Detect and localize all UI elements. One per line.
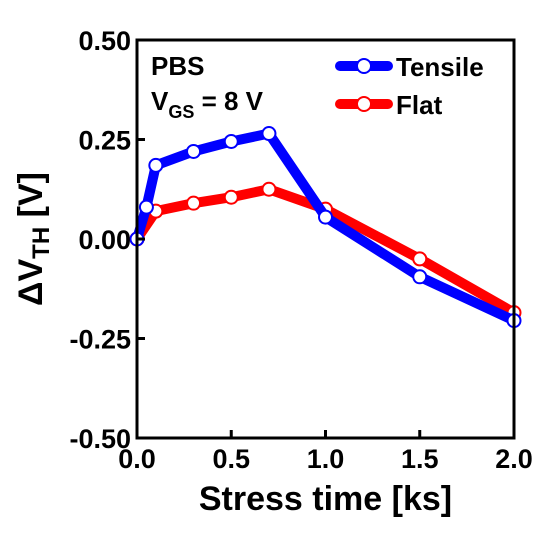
y-tick-label: 0.50 — [78, 26, 131, 56]
condition-annotation: PBS VGS = 8 V — [151, 51, 264, 122]
x-axis-title: Stress time [ks] — [199, 480, 452, 518]
annotation-line-2: VGS = 8 V — [151, 86, 264, 122]
x-tick-label: 1.5 — [401, 444, 439, 474]
y-axis-title-unit: [V] — [12, 172, 50, 227]
data-point-tensile — [412, 269, 428, 285]
y-tick-label: -0.25 — [69, 325, 131, 355]
y-axis-title-main: ΔV — [12, 259, 50, 306]
legend-label-tensile: Tensile — [396, 52, 484, 82]
annotation-vgs-main: V — [151, 86, 169, 116]
legend-marker-flat — [356, 96, 372, 112]
data-point-tensile — [223, 133, 239, 149]
x-tick-label: 1.0 — [307, 444, 345, 474]
legend-marker-tensile — [356, 58, 372, 74]
data-point-tensile — [186, 143, 202, 159]
series-line-tensile — [132, 128, 519, 326]
x-tick-label: 0.0 — [118, 444, 156, 474]
data-point-flat — [186, 195, 202, 211]
data-point-flat — [412, 251, 428, 267]
axis-ticks: 0.0 0.5 1.0 1.5 2.0 -0.50 -0.25 0.00 0.25 0.50 — [69, 26, 532, 474]
legend-label-flat: Flat — [396, 90, 443, 120]
y-tick-label: 0.25 — [78, 126, 131, 156]
x-tick-label: 2.0 — [495, 444, 533, 474]
y-axis-title-sub: TH — [28, 227, 55, 259]
series-layer — [129, 126, 522, 329]
annotation-line-1: PBS — [151, 51, 204, 81]
data-point-tensile — [261, 126, 277, 142]
y-axis-title: ΔVTH [V] — [12, 172, 55, 306]
annotation-vgs-sub: GS — [168, 102, 194, 122]
data-point-tensile — [148, 157, 164, 173]
annotation-vgs-value: = 8 V — [194, 86, 263, 116]
legend: Tensile Flat — [335, 52, 484, 120]
y-tick-label: -0.50 — [69, 424, 131, 454]
data-point-flat — [223, 189, 239, 205]
x-tick-label: 0.5 — [212, 444, 250, 474]
data-point-tensile — [318, 209, 333, 225]
data-point-flat — [261, 181, 277, 197]
data-point-tensile — [138, 199, 154, 215]
y-tick-label: 0.00 — [78, 225, 131, 255]
